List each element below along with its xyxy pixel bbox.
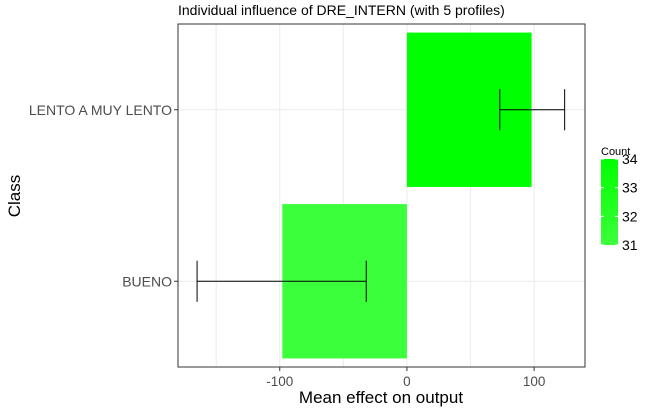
legend-title: Count [601,146,630,158]
x-axis: -100 0 100 [266,367,545,389]
legend-label: 32 [622,208,638,224]
legend-label: 33 [622,180,638,196]
chart-title: Individual influence of DRE_INTERN (with… [178,2,505,18]
error-bar [196,260,367,302]
y-axis-title: Class [5,175,24,218]
legend-label: 31 [622,237,638,253]
x-tick-label: 0 [403,374,411,389]
y-tick-label: LENTO A MUY LENTO [29,102,172,118]
error-bars [196,89,566,302]
legend-label: 34 [622,151,638,167]
plot-panel [177,23,586,368]
y-axis: BUENO LENTO A MUY LENTO [29,102,178,289]
error-bar [499,89,566,131]
x-tick-label: 100 [523,374,546,389]
x-tick-label: -100 [266,374,293,389]
legend-colorbar [601,159,618,245]
legend: Count 31 32 33 34 [601,146,638,253]
y-tick-label: BUENO [122,273,172,289]
x-axis-title: Mean effect on output [299,388,463,407]
